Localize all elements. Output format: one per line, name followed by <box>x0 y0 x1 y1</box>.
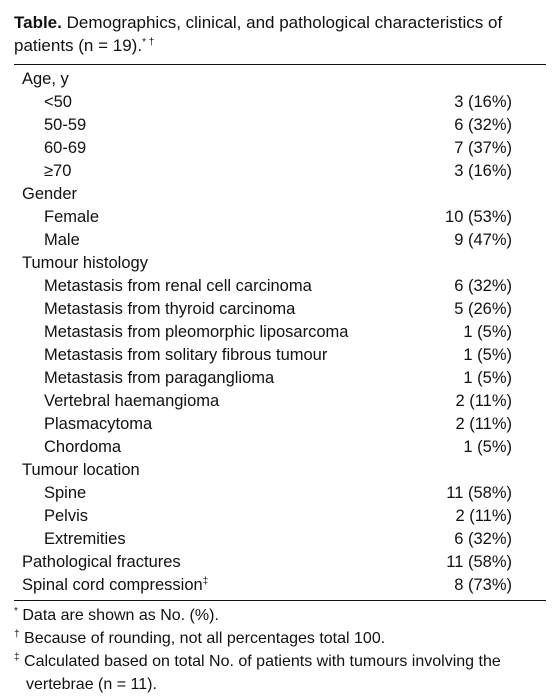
footnote: * Data are shown as No. (%). <box>14 604 546 627</box>
section-row: Spinal cord compression‡ 8 (73%) <box>14 574 512 597</box>
row-value: 1 (5%) <box>463 346 512 364</box>
row-label: 60-69 <box>44 139 87 157</box>
section-row: Pathological fractures 11 (58%) <box>14 551 512 574</box>
row-label: Metastasis from solitary fibrous tumour <box>44 346 328 364</box>
data-row: 60-69 7 (37%) <box>14 137 512 160</box>
data-row: 50-59 6 (32%) <box>14 114 512 137</box>
section-heading: Tumour histology <box>22 254 148 272</box>
row-value: 6 (32%) <box>454 277 512 295</box>
data-row: Metastasis from paraganglioma 1 (5%) <box>14 367 512 390</box>
table-title: Table. Demographics, clinical, and patho… <box>14 11 552 57</box>
data-row: <50 3 (16%) <box>14 91 512 114</box>
row-label: Tumour location <box>22 459 140 482</box>
row-label: Gender <box>22 183 77 206</box>
row-label: Chordoma <box>44 438 122 456</box>
footnote: † Because of rounding, not all percentag… <box>14 627 546 650</box>
row-value: 10 (53%) <box>445 208 512 226</box>
title-marks: * † <box>142 37 155 48</box>
data-row: Vertebral haemangioma 2 (11%) <box>14 390 512 413</box>
row-label: Age, y <box>22 68 69 91</box>
data-row: ≥70 3 (16%) <box>14 160 512 183</box>
footnote-text: Because of rounding, not all percentages… <box>24 630 386 647</box>
footnote-mark: ‡ <box>14 652 20 663</box>
data-row: Plasmacytoma 2 (11%) <box>14 413 512 436</box>
row-label: Extremities <box>44 530 126 548</box>
data-row: Metastasis from thyroid carcinoma 5 (26%) <box>14 298 512 321</box>
section-row: Gender <box>14 183 512 206</box>
section-heading: Pathological fractures <box>22 553 181 571</box>
footnote-mark: † <box>14 629 20 640</box>
footnote-mark: ‡ <box>202 576 209 587</box>
row-label: Pelvis <box>44 507 89 525</box>
title-label: Table. <box>14 13 62 32</box>
data-row: Chordoma 1 (5%) <box>14 436 512 459</box>
row-value: 3 (16%) <box>454 162 512 180</box>
section-heading: Gender <box>22 185 78 203</box>
bottom-rule <box>14 600 546 601</box>
data-row: Pelvis 2 (11%) <box>14 505 512 528</box>
data-row: Metastasis from pleomorphic liposarcoma 1… <box>14 321 512 344</box>
row-label: Metastasis from pleomorphic liposarcoma <box>44 323 349 341</box>
row-value: 5 (26%) <box>454 300 512 318</box>
section-row: Age, y <box>14 68 512 91</box>
row-value: 8 (73%) <box>454 576 512 594</box>
row-label: Metastasis from thyroid carcinoma <box>44 300 296 318</box>
section-row: Tumour location <box>14 459 512 482</box>
data-row: Male 9 (47%) <box>14 229 512 252</box>
row-value: 6 (32%) <box>454 116 512 134</box>
row-label: Metastasis from renal cell carcinoma <box>44 277 312 295</box>
row-label: <50 <box>44 93 72 111</box>
row-label: Vertebral haemangioma <box>44 392 220 410</box>
footnote-text: Calculated based on total No. of patient… <box>24 653 501 693</box>
row-label: Spine <box>44 484 87 502</box>
data-row: Metastasis from solitary fibrous tumour 1… <box>14 344 512 367</box>
row-value: 9 (47%) <box>454 231 512 249</box>
section-heading: Tumour location <box>22 461 140 479</box>
row-label: Pathological fractures <box>22 551 181 574</box>
data-row: Metastasis from renal cell carcinoma 6 (3… <box>14 275 512 298</box>
row-label: Plasmacytoma <box>44 415 153 433</box>
row-value: 2 (11%) <box>455 507 512 525</box>
row-label: ≥70 <box>44 162 72 180</box>
row-value: 11 (58%) <box>446 484 512 502</box>
section-heading: Age, y <box>22 70 69 88</box>
row-label: Tumour histology <box>22 252 148 275</box>
title-text: Demographics, clinical, and pathological… <box>14 13 503 55</box>
data-row: Female 10 (53%) <box>14 206 512 229</box>
row-value: 3 (16%) <box>454 93 512 111</box>
row-value: 7 (37%) <box>454 139 512 157</box>
section-row: Tumour histology <box>14 252 512 275</box>
row-value: 1 (5%) <box>463 438 512 456</box>
row-value: 2 (11%) <box>455 415 512 433</box>
footnote: ‡ Calculated based on total No. of patie… <box>14 650 546 696</box>
row-label: Male <box>44 231 80 249</box>
top-rule <box>14 64 546 65</box>
row-label: Metastasis from paraganglioma <box>44 369 275 387</box>
row-value: 11 (58%) <box>446 553 512 571</box>
row-label: 50-59 <box>44 116 87 134</box>
row-value: 1 (5%) <box>463 323 512 341</box>
footnote-mark: * <box>14 606 18 617</box>
row-label: Female <box>44 208 100 226</box>
row-value: 2 (11%) <box>455 392 512 410</box>
footnote-text: Data are shown as No. (%). <box>22 607 219 624</box>
data-row: Extremities 6 (32%) <box>14 528 512 551</box>
data-row: Spine 11 (58%) <box>14 482 512 505</box>
row-label: Spinal cord compression‡ <box>22 574 208 597</box>
row-value: 6 (32%) <box>454 530 512 548</box>
section-heading: Spinal cord compression <box>22 576 203 594</box>
row-value: 1 (5%) <box>463 369 512 387</box>
